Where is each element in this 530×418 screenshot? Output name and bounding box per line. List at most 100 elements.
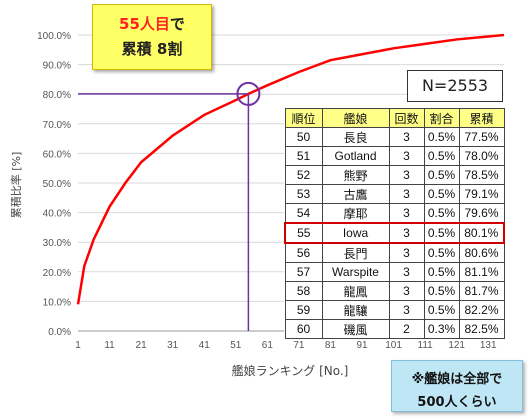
- table-cell: 磯風: [321, 319, 390, 339]
- x-tick-label: 81: [325, 340, 337, 351]
- note-box: ※艦娘は全部で 500人くらい: [391, 360, 523, 412]
- table-row: 54 摩耶 3 0.5% 79.6%: [284, 203, 505, 224]
- table-row: 55 Iowa 3 0.5% 80.1%: [284, 222, 505, 244]
- x-tick-label: 101: [385, 340, 402, 351]
- callout-line1-rest: で: [169, 15, 185, 33]
- table-row: 52 熊野 3 0.5% 78.5%: [284, 165, 505, 185]
- table-cell: 長良: [321, 127, 390, 147]
- table-cell: 52: [284, 165, 323, 185]
- table-cell: 77.5%: [458, 127, 505, 147]
- y-tick-label: 30.0%: [43, 238, 71, 249]
- table-cell: 54: [284, 203, 323, 224]
- y-tick-label: 70.0%: [43, 120, 71, 131]
- table-cell: 0.5%: [423, 300, 460, 320]
- x-tick-label: 111: [418, 340, 434, 351]
- table-cell: 3: [388, 203, 425, 224]
- table-cell: 3: [388, 281, 425, 301]
- table-cell: 長門: [321, 242, 390, 263]
- y-tick-label: 20.0%: [43, 268, 71, 279]
- y-tick-label: 80.0%: [43, 90, 71, 101]
- table-cell: 摩耶: [321, 203, 390, 224]
- table-cell: 57: [284, 262, 323, 282]
- x-tick-label: 71: [293, 340, 305, 351]
- table-header-cell: 艦娘: [321, 108, 390, 128]
- callout-highlight-text: 55人目: [119, 15, 170, 33]
- table-row: 53 古鷹 3 0.5% 79.1%: [284, 184, 505, 204]
- table-cell: 3: [388, 222, 425, 244]
- table-cell: 龍驤: [321, 300, 390, 320]
- x-tick-label: 21: [136, 340, 148, 351]
- table-cell: 3: [388, 127, 425, 147]
- x-tick-label: 91: [356, 340, 368, 351]
- table-cell: 82.5%: [458, 319, 505, 339]
- y-tick-label: 40.0%: [43, 209, 71, 220]
- x-tick-label: 51: [230, 340, 242, 351]
- table-cell: 78.0%: [458, 146, 505, 166]
- table-row: 59 龍驤 3 0.5% 82.2%: [284, 300, 505, 320]
- ranking-table: 順位 艦娘 回数 割合 累積 50 長良 3 0.5% 77.5% 51 Gotland 3 0.5% 7…: [284, 108, 505, 339]
- table-cell: 3: [388, 165, 425, 185]
- y-tick-label: 60.0%: [43, 149, 71, 160]
- callout-line2: 累積 8割: [121, 40, 183, 58]
- table-cell: 58: [284, 281, 323, 301]
- x-tick-label: 1: [75, 340, 81, 351]
- table-cell: 0.5%: [423, 203, 460, 224]
- x-tick-label: 41: [199, 340, 211, 351]
- table-cell: 3: [388, 300, 425, 320]
- table-cell: 81.7%: [458, 281, 505, 301]
- table-row: 50 長良 3 0.5% 77.5%: [284, 127, 505, 147]
- table-cell: 51: [284, 146, 323, 166]
- table-cell: 78.5%: [458, 165, 505, 185]
- table-cell: 0.3%: [423, 319, 460, 339]
- reference-circle: [236, 81, 261, 106]
- x-tick-label: 31: [167, 340, 179, 351]
- table-cell: 龍鳳: [321, 281, 390, 301]
- table-cell: 3: [388, 242, 425, 263]
- table-cell: 3: [388, 146, 425, 166]
- note-line2: 500人くらい: [417, 395, 497, 410]
- table-cell: 0.5%: [423, 184, 460, 204]
- table-cell: 59: [284, 300, 323, 320]
- table-cell: 60: [284, 319, 323, 339]
- table-body: 50 長良 3 0.5% 77.5% 51 Gotland 3 0.5% 78.0% 52 熊野 3 0.…: [284, 127, 505, 339]
- callout-box: 55人目で 累積 8割: [92, 4, 212, 70]
- total-count-label: N=2553: [407, 70, 503, 102]
- x-tick-label: 11: [104, 340, 115, 351]
- note-line1: ※艦娘は全部で: [411, 372, 503, 387]
- table-row: 57 Warspite 3 0.5% 81.1%: [284, 262, 505, 282]
- x-tick-labels: 1 11 21 31 41 51 61 71 81 91 101 111 121 131: [75, 340, 497, 351]
- y-tick-labels: 0.0% 10.0% 20.0% 30.0% 40.0% 50.0% 60.0% 70.0% 8…: [37, 31, 71, 338]
- y-axis-label: 累積比率 [%]: [9, 152, 23, 219]
- table-header-cell: 回数: [388, 108, 425, 128]
- x-tick-label: 121: [448, 340, 465, 351]
- table-header-cell: 順位: [284, 108, 323, 128]
- table-cell: 0.5%: [423, 281, 460, 301]
- y-tick-label: 100.0%: [37, 31, 71, 42]
- table-cell: Iowa: [321, 222, 390, 244]
- table-cell: 55: [284, 222, 323, 244]
- table-header-cell: 割合: [423, 108, 460, 128]
- table-cell: 2: [388, 319, 425, 339]
- table-cell: Gotland: [321, 146, 390, 166]
- table-cell: Warspite: [321, 262, 390, 282]
- table-cell: 0.5%: [423, 146, 460, 166]
- x-tick-label: 131: [480, 340, 497, 351]
- table-cell: 79.6%: [458, 203, 505, 224]
- x-axis-label: 艦娘ランキング [No.]: [232, 363, 349, 378]
- table-cell: 80.6%: [458, 242, 505, 263]
- table-cell: 53: [284, 184, 323, 204]
- table-cell: 0.5%: [423, 262, 460, 282]
- table-cell: 80.1%: [458, 222, 505, 244]
- table-cell: 82.2%: [458, 300, 505, 320]
- table-cell: 79.1%: [458, 184, 505, 204]
- y-tick-label: 50.0%: [43, 179, 71, 190]
- table-header-row: 順位 艦娘 回数 割合 累積: [284, 108, 505, 128]
- table-cell: 0.5%: [423, 222, 460, 244]
- table-row: 56 長門 3 0.5% 80.6%: [284, 242, 505, 263]
- table-row: 60 磯風 2 0.3% 82.5%: [284, 319, 505, 339]
- x-tick-label: 61: [262, 340, 274, 351]
- y-tick-label: 90.0%: [43, 61, 71, 72]
- table-cell: 0.5%: [423, 165, 460, 185]
- y-tick-label: 0.0%: [48, 327, 71, 338]
